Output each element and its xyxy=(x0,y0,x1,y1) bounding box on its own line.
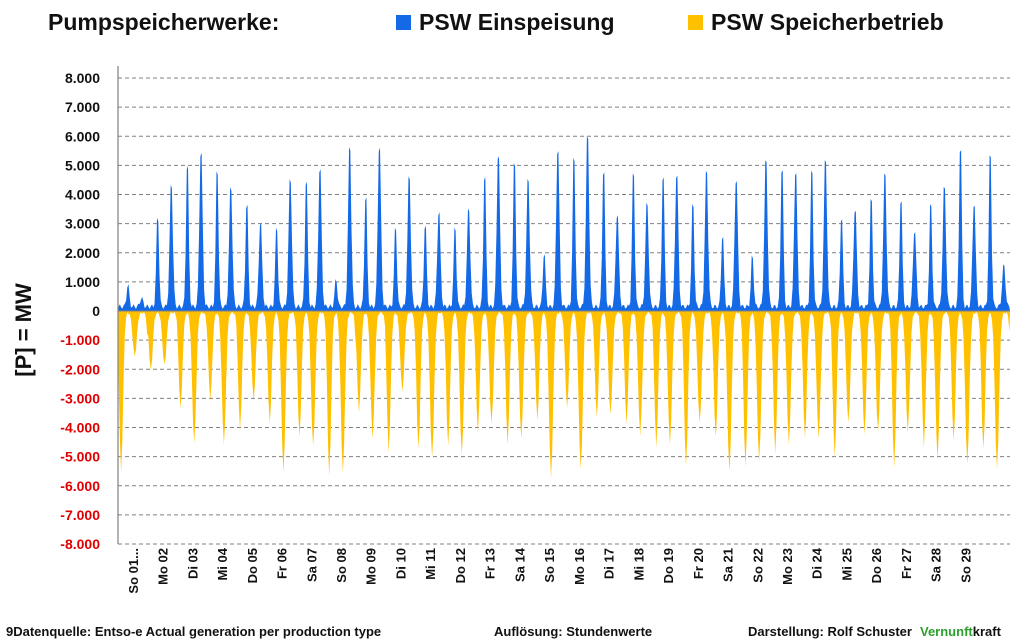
footer-brand: Vernunftkraft xyxy=(920,624,1001,639)
footer-resolution: Auflösung: Stundenwerte xyxy=(494,624,653,639)
x-tick-label: Sa 14 xyxy=(512,547,527,582)
x-tick-label: Di 03 xyxy=(185,548,200,579)
x-tick-label: Mo 16 xyxy=(572,548,587,585)
x-tick-label: Fr 20 xyxy=(691,548,706,579)
x-tick-label: So 29 xyxy=(958,548,973,583)
x-tick-label: Sa 21 xyxy=(721,548,736,582)
legend-item-speicherbetrieb: PSW Speicherbetrieb xyxy=(688,9,944,36)
x-tick-label: Di 24 xyxy=(810,547,825,579)
chart-title: Pumpspeicherwerke: xyxy=(48,9,280,35)
x-tick-label: Do 26 xyxy=(869,548,884,583)
y-tick-label: 8.000 xyxy=(65,70,100,86)
x-tick-label: Do 12 xyxy=(453,548,468,583)
y-tick-label: 2.000 xyxy=(65,245,100,261)
x-tick-label: Mi 11 xyxy=(423,548,438,580)
y-tick-label: 4.000 xyxy=(65,187,100,203)
x-tick-label: Mo 09 xyxy=(364,548,379,585)
x-tick-label: Mi 25 xyxy=(840,548,855,581)
x-tick-label: So 01... xyxy=(126,548,141,594)
y-tick-label: 5.000 xyxy=(65,157,100,173)
legend-swatch-blue-icon xyxy=(396,15,411,30)
x-tick-label: Fr 27 xyxy=(899,548,914,579)
y-tick-label: 0 xyxy=(92,303,100,319)
legend-label-speicherbetrieb: PSW Speicherbetrieb xyxy=(711,9,944,35)
y-tick-label: -6.000 xyxy=(60,478,100,494)
y-tick-label: -7.000 xyxy=(60,507,100,523)
y-tick-label: 7.000 xyxy=(65,99,100,115)
x-tick-label: Do 05 xyxy=(245,548,260,583)
x-tick-label: Mo 02 xyxy=(156,548,171,585)
x-tick-label: Do 19 xyxy=(661,548,676,583)
x-tick-label: Di 10 xyxy=(394,548,409,579)
y-tick-label: -8.000 xyxy=(60,536,100,552)
legend-swatch-orange-icon xyxy=(688,15,703,30)
legend-item-einspeisung: PSW Einspeisung xyxy=(396,9,615,36)
y-tick-label: -4.000 xyxy=(60,420,100,436)
x-tick-label: Mi 04 xyxy=(215,547,230,580)
series-area-speicherbetrieb xyxy=(118,311,1010,479)
x-tick-label: Mi 18 xyxy=(631,548,646,581)
footer-source: 9Datenquelle: Entso-e Actual generation … xyxy=(6,624,382,639)
x-tick-label: So 08 xyxy=(334,548,349,583)
x-tick-label: So 22 xyxy=(750,548,765,583)
x-tick-label: Mo 23 xyxy=(780,548,795,585)
legend-label-einspeisung: PSW Einspeisung xyxy=(419,9,615,35)
x-tick-label: Fr 13 xyxy=(483,548,498,579)
brand-vernunft: Vernunft xyxy=(920,624,973,639)
y-tick-label: 3.000 xyxy=(65,216,100,232)
y-tick-label: -1.000 xyxy=(60,332,100,348)
y-tick-label: 1.000 xyxy=(65,274,100,290)
chart-area: 8.000 7.000 6.000 5.000 4.000 3.000 2.000 1.000… xyxy=(60,66,1010,594)
y-tick-label: -3.000 xyxy=(60,390,100,406)
y-tick-label: 6.000 xyxy=(65,128,100,144)
brand-kraft: kraft xyxy=(972,624,1001,639)
x-tick-label: Di 17 xyxy=(602,548,617,579)
x-tick-label: Fr 06 xyxy=(275,548,290,579)
y-tick-label: -5.000 xyxy=(60,449,100,465)
footer-author: Darstellung: Rolf Schuster xyxy=(748,624,912,639)
x-tick-label: Sa 28 xyxy=(929,548,944,582)
x-tick-label: So 15 xyxy=(542,548,557,583)
y-tick-label: -2.000 xyxy=(60,361,100,377)
x-tick-label: Sa 07 xyxy=(304,548,319,582)
